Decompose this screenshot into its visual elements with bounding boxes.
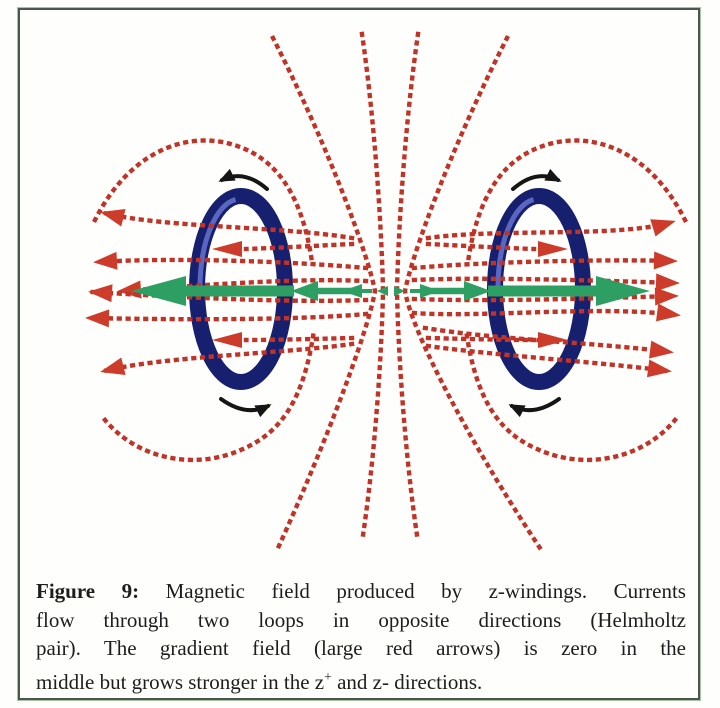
field-ray-short (243, 241, 355, 252)
caption-line-2: flow through two loops in opposite direc… (36, 606, 686, 635)
field-ray (411, 273, 680, 292)
magnetic-field-diagram (85, 31, 688, 552)
field-ray (425, 219, 676, 241)
figure-label: Figure 9: (36, 579, 140, 603)
current-arrow-right-top (511, 168, 562, 191)
axis-arrow-tiny-left (377, 286, 388, 296)
field-ray (100, 341, 355, 375)
field-ray-short (425, 241, 537, 252)
field-line (394, 31, 421, 545)
caption-text: and z- directions. (331, 669, 483, 694)
current-arrow-right-bottom (508, 397, 561, 418)
field-loop-dome (92, 138, 315, 265)
inner-arrow-right-top (538, 241, 568, 257)
field-ray-short (243, 335, 355, 343)
axis-arrow-large-right-head (596, 276, 650, 306)
gradient-arrows-left (131, 276, 388, 306)
field-ray (425, 343, 672, 378)
axis-arrow-large-left-head (131, 276, 186, 306)
field-lines-right (411, 138, 688, 463)
caption-line-4: middle but grows stronger in the z+ and … (36, 663, 686, 697)
inner-arrow-right-bottom (538, 332, 568, 348)
caption-text: middle but grows stronger in the z (36, 669, 325, 694)
axis-arrow-medium-left-head (291, 281, 318, 301)
field-ray (411, 251, 678, 271)
field-line (359, 31, 386, 545)
caption-text: Magnetic field produced by z-windings. C… (165, 579, 686, 603)
field-ray-short (425, 335, 537, 343)
field-ray (411, 303, 681, 322)
figure-border (18, 8, 700, 700)
field-ray (85, 309, 369, 328)
z-plus-superscript: + (324, 668, 332, 684)
inner-field-arrows (212, 241, 568, 348)
current-arrow-left-top (218, 168, 269, 191)
caption-line-1: Figure 9: Magnetic field produced by z-w… (36, 577, 686, 606)
current-arrow-left-bottom (219, 397, 272, 418)
inner-arrow-left-bottom (212, 332, 242, 348)
gradient-arrows-right (394, 276, 650, 306)
field-ray (93, 251, 369, 271)
caption-text: flow through two loops in opposite direc… (36, 607, 686, 632)
caption-line-3: pair). The gradient field (large red arr… (36, 634, 686, 663)
current-arrows (218, 168, 562, 418)
axis-arrow-tiny-right (394, 286, 405, 296)
field-ray (100, 209, 355, 241)
axis-arrow-medium-right-head (464, 281, 491, 301)
field-loop-dome (465, 138, 688, 265)
caption-text: pair). The gradient field (large red arr… (36, 636, 686, 660)
field-line (402, 35, 544, 552)
field-loop-bowl (101, 327, 317, 463)
field-ray (411, 287, 679, 306)
field-line (270, 35, 378, 551)
field-lines-left (85, 138, 369, 463)
field-loop-bowl (463, 327, 679, 463)
figure-caption: Figure 9: Magnetic field produced by z-w… (36, 577, 686, 696)
inner-arrow-left-top (212, 241, 242, 257)
